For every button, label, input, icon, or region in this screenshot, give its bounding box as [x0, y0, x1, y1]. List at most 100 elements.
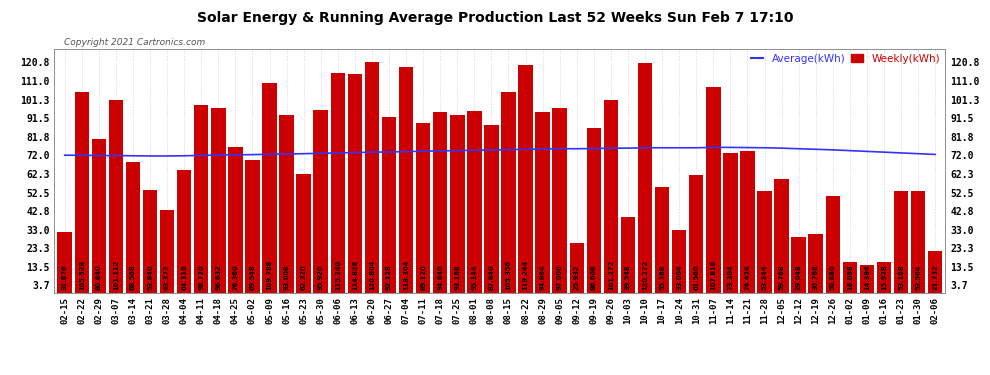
Bar [791, 237, 806, 292]
Text: 80.640: 80.640 [96, 264, 102, 290]
Text: 105.528: 105.528 [79, 260, 85, 290]
Text: Copyright 2021 Cartronics.com: Copyright 2021 Cartronics.com [64, 38, 206, 47]
Text: 25.932: 25.932 [574, 264, 580, 290]
Text: 101.272: 101.272 [608, 260, 614, 290]
Text: 93.168: 93.168 [454, 264, 460, 290]
Bar [877, 262, 891, 292]
Text: 89.120: 89.120 [420, 264, 426, 290]
Text: 53.840: 53.840 [148, 264, 153, 290]
Text: 31.676: 31.676 [61, 264, 67, 290]
Text: 53.168: 53.168 [898, 264, 904, 290]
Bar [399, 67, 413, 292]
Text: 120.804: 120.804 [369, 260, 375, 290]
Text: 95.920: 95.920 [318, 264, 324, 290]
Bar [57, 232, 72, 292]
Text: 107.816: 107.816 [710, 260, 717, 290]
Bar [552, 108, 567, 292]
Text: 114.828: 114.828 [351, 260, 357, 290]
Text: 59.768: 59.768 [778, 264, 785, 290]
Text: 53.144: 53.144 [761, 264, 767, 290]
Text: 62.320: 62.320 [301, 264, 307, 290]
Bar [911, 190, 926, 292]
Text: 94.864: 94.864 [540, 264, 545, 290]
Text: 98.720: 98.720 [198, 264, 204, 290]
Bar [159, 210, 174, 292]
Text: 74.424: 74.424 [744, 264, 750, 290]
Bar [569, 243, 584, 292]
Bar [604, 100, 618, 292]
Bar [450, 115, 464, 292]
Bar [741, 151, 754, 292]
Text: 16.068: 16.068 [846, 264, 852, 290]
Bar [842, 262, 857, 292]
Text: 92.128: 92.128 [386, 264, 392, 290]
Bar [143, 190, 157, 292]
Bar [586, 128, 601, 292]
Bar [689, 175, 704, 292]
Bar [91, 139, 106, 292]
Bar [826, 196, 841, 292]
Text: 96.632: 96.632 [215, 264, 222, 290]
Bar [314, 110, 328, 292]
Bar [536, 112, 549, 292]
Bar [74, 92, 89, 292]
Text: 69.548: 69.548 [249, 264, 255, 290]
Text: 94.640: 94.640 [438, 264, 444, 290]
Text: 21.732: 21.732 [933, 264, 939, 290]
Text: 101.112: 101.112 [113, 260, 119, 290]
Text: 118.304: 118.304 [403, 260, 409, 290]
Bar [262, 83, 277, 292]
Bar [364, 63, 379, 292]
Bar [109, 100, 123, 292]
Bar [809, 234, 823, 292]
Bar [467, 111, 481, 292]
Bar [774, 178, 789, 292]
Text: 73.304: 73.304 [728, 264, 734, 290]
Bar [177, 170, 191, 292]
Text: 43.372: 43.372 [164, 264, 170, 290]
Text: 55.388: 55.388 [659, 264, 665, 290]
Bar [654, 187, 669, 292]
Text: 53.504: 53.504 [915, 264, 921, 290]
Text: 97.000: 97.000 [556, 264, 562, 290]
Bar [723, 153, 738, 292]
Bar [859, 265, 874, 292]
Bar [672, 230, 686, 292]
Text: 93.008: 93.008 [283, 264, 290, 290]
Bar [894, 191, 909, 292]
Text: 15.928: 15.928 [881, 264, 887, 290]
Bar [706, 87, 721, 292]
Text: 14.384: 14.384 [864, 264, 870, 290]
Bar [519, 65, 533, 292]
Bar [416, 123, 431, 292]
Text: 33.004: 33.004 [676, 264, 682, 290]
Bar [928, 251, 942, 292]
Bar [433, 112, 447, 292]
Text: 120.272: 120.272 [643, 260, 648, 290]
Text: 30.768: 30.768 [813, 264, 819, 290]
Text: Solar Energy & Running Average Production Last 52 Weeks Sun Feb 7 17:10: Solar Energy & Running Average Productio… [197, 11, 793, 25]
Text: 64.316: 64.316 [181, 264, 187, 290]
Bar [382, 117, 396, 292]
Text: 68.568: 68.568 [130, 264, 136, 290]
Legend: Average(kWh), Weekly(kWh): Average(kWh), Weekly(kWh) [751, 54, 940, 64]
Bar [331, 73, 346, 292]
Text: 61.560: 61.560 [693, 264, 699, 290]
Bar [228, 147, 243, 292]
Bar [484, 125, 499, 292]
Bar [246, 160, 259, 292]
Text: 119.244: 119.244 [523, 260, 529, 290]
Text: 105.356: 105.356 [506, 260, 512, 290]
Bar [211, 108, 226, 292]
Bar [501, 92, 516, 292]
Text: 87.840: 87.840 [488, 264, 494, 290]
Bar [347, 74, 362, 292]
Text: 95.144: 95.144 [471, 264, 477, 290]
Bar [126, 162, 141, 292]
Text: 29.048: 29.048 [796, 264, 802, 290]
Text: 86.608: 86.608 [591, 264, 597, 290]
Bar [194, 105, 209, 292]
Text: 115.240: 115.240 [335, 260, 341, 290]
Bar [279, 116, 294, 292]
Bar [296, 174, 311, 292]
